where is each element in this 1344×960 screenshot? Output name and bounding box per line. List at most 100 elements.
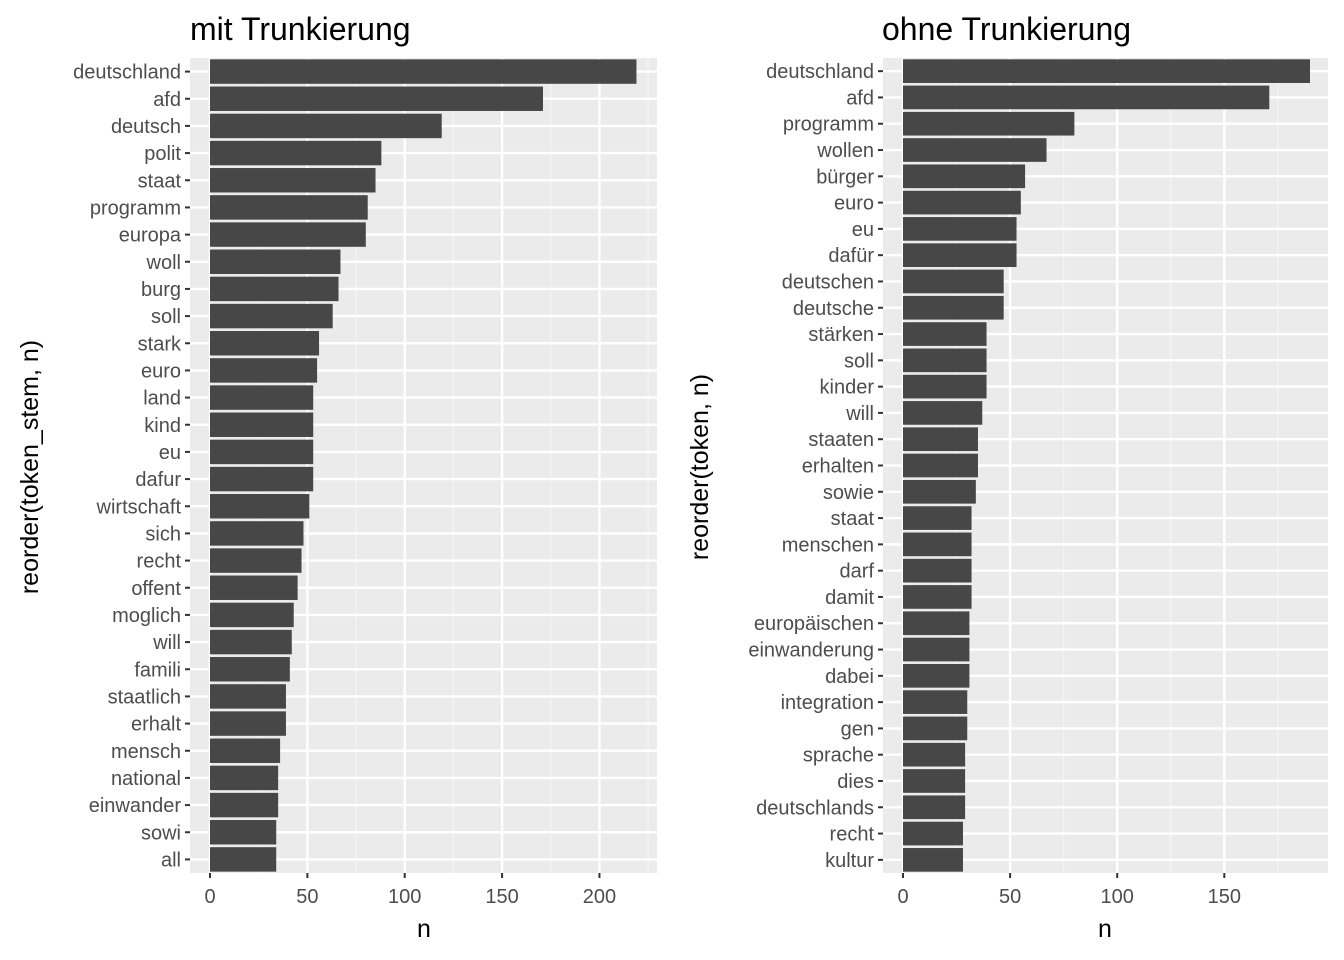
y-tick-label: gen bbox=[841, 718, 874, 740]
x-tick-label: 150 bbox=[1208, 886, 1241, 908]
bar-programm bbox=[903, 111, 1075, 136]
y-tick-label: stark bbox=[138, 333, 182, 355]
y-tick-label: soll bbox=[151, 306, 181, 328]
y-tick-label: deutschlands bbox=[756, 797, 874, 819]
y-tick-label: deutschland bbox=[766, 61, 874, 83]
bar-euro bbox=[903, 190, 1021, 215]
x-axis-title: n bbox=[1098, 915, 1112, 943]
bar-deutschlands bbox=[903, 795, 966, 820]
bar-bürger bbox=[903, 164, 1026, 189]
plot-panel-background bbox=[190, 58, 657, 873]
y-tick-label: famili bbox=[134, 659, 181, 681]
bar-menschen bbox=[903, 532, 972, 557]
y-tick-label: euro bbox=[141, 360, 181, 382]
y-tick-label: land bbox=[143, 388, 181, 410]
y-tick-label: dies bbox=[837, 771, 874, 793]
x-tick-label: 100 bbox=[388, 886, 421, 908]
y-tick-label: deutsche bbox=[793, 298, 874, 320]
x-tick-label: 0 bbox=[897, 886, 908, 908]
chart-title: ohne Trunkierung bbox=[882, 11, 1131, 47]
y-tick-label: will bbox=[845, 403, 874, 425]
y-tick-label: kind bbox=[144, 415, 181, 437]
bar-sich bbox=[210, 521, 304, 546]
bar-will bbox=[903, 401, 983, 425]
y-tick-label: sowie bbox=[823, 482, 874, 504]
y-tick-label: recht bbox=[137, 551, 182, 573]
bar-programm bbox=[210, 195, 368, 220]
chart-panel-1: deutschland afd deutsch polit staat programm e… bbox=[16, 11, 657, 943]
y-tick-label: programm bbox=[783, 114, 874, 136]
y-tick-label: programm bbox=[90, 197, 181, 219]
y-tick-label: erhalt bbox=[131, 714, 181, 736]
x-tick-label: 0 bbox=[204, 886, 215, 908]
y-tick-label: recht bbox=[830, 824, 875, 846]
y-axis-title: reorder(token_stem, n) bbox=[16, 340, 44, 594]
y-tick-label: afd bbox=[846, 87, 874, 109]
x-tick-label: 50 bbox=[296, 886, 318, 908]
y-tick-label: mensch bbox=[111, 741, 181, 763]
bar-einwanderung bbox=[903, 637, 970, 662]
y-tick-label: staatlich bbox=[108, 686, 181, 708]
bar-stärken bbox=[903, 322, 987, 346]
bar-europa bbox=[210, 222, 366, 247]
bar-recht bbox=[903, 821, 963, 846]
y-tick-label: stärken bbox=[808, 324, 874, 346]
bar-dies bbox=[903, 769, 966, 793]
bar-all bbox=[210, 847, 277, 872]
bar-sowie bbox=[903, 479, 976, 504]
y-tick-label: soll bbox=[844, 350, 874, 372]
bar-staatlich bbox=[210, 684, 286, 709]
y-tick-label: einwander bbox=[89, 795, 182, 817]
y-tick-label: staat bbox=[138, 170, 182, 192]
y-tick-label: dabei bbox=[825, 666, 874, 688]
bar-national bbox=[210, 765, 279, 791]
bar-deutsche bbox=[903, 295, 1004, 320]
bar-deutsch bbox=[210, 113, 442, 139]
bar-deutschland bbox=[903, 59, 1310, 83]
y-tick-label: offent bbox=[131, 578, 181, 600]
y-tick-label: bürger bbox=[816, 166, 874, 188]
bar-recht bbox=[210, 548, 302, 573]
bar-mensch bbox=[210, 738, 281, 763]
bar-wirtschaft bbox=[210, 494, 310, 519]
y-tick-label: eu bbox=[159, 442, 181, 464]
y-tick-label: eu bbox=[852, 219, 874, 241]
y-tick-label: sowi bbox=[141, 822, 181, 844]
chart-title: mit Trunkierung bbox=[190, 11, 411, 47]
y-tick-label: afd bbox=[153, 89, 181, 111]
y-axis-title: reorder(token, n) bbox=[686, 374, 714, 560]
bar-einwander bbox=[210, 792, 279, 818]
y-tick-label: staaten bbox=[808, 429, 874, 451]
bar-afd bbox=[210, 86, 543, 111]
y-tick-label: deutschland bbox=[73, 62, 181, 84]
bar-erhalten bbox=[903, 453, 978, 478]
bar-burg bbox=[210, 276, 339, 302]
bar-wollen bbox=[903, 138, 1047, 162]
bar-dafur bbox=[210, 466, 314, 492]
bar-land bbox=[210, 385, 314, 410]
y-tick-label: staat bbox=[831, 508, 875, 530]
bar-deutschland bbox=[210, 59, 637, 84]
x-tick-label: 50 bbox=[999, 886, 1021, 908]
y-tick-label: menschen bbox=[782, 534, 874, 556]
bar-famili bbox=[210, 657, 290, 682]
x-axis-title: n bbox=[417, 915, 431, 943]
y-tick-label: wollen bbox=[816, 140, 874, 162]
bar-moglich bbox=[210, 602, 294, 628]
bar-kind bbox=[210, 412, 314, 437]
y-tick-label: sprache bbox=[803, 745, 874, 767]
bar-eu bbox=[210, 439, 314, 465]
y-tick-label: national bbox=[111, 768, 181, 790]
bar-eu bbox=[903, 217, 1017, 241]
bar-deutschen bbox=[903, 269, 1004, 294]
bar-staat bbox=[903, 506, 972, 530]
y-tick-label: burg bbox=[141, 279, 181, 301]
bar-woll bbox=[210, 249, 341, 274]
x-tick-label: 100 bbox=[1101, 886, 1134, 908]
y-tick-label: europa bbox=[119, 225, 182, 247]
y-tick-label: einwanderung bbox=[748, 640, 874, 662]
bar-soll bbox=[903, 348, 987, 373]
bar-europäischen bbox=[903, 611, 970, 636]
bar-gen bbox=[903, 716, 968, 741]
y-tick-label: polit bbox=[144, 143, 181, 165]
